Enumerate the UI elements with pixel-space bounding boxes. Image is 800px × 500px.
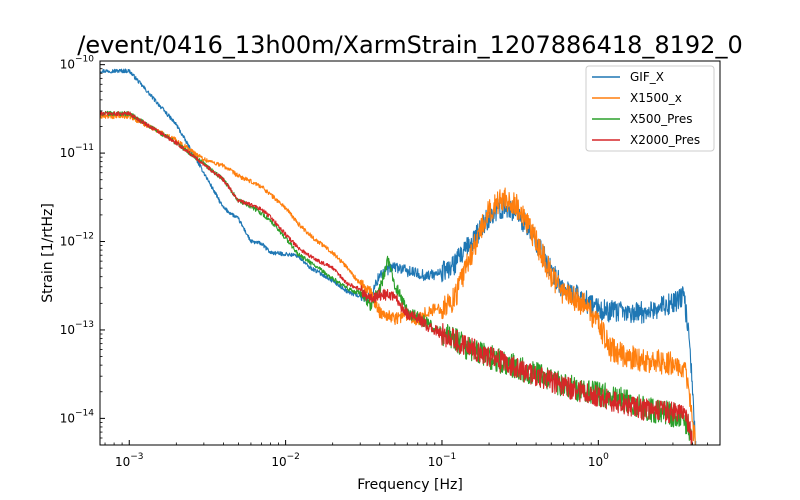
legend-label: X2000_Pres (630, 133, 700, 147)
series-line-x1500-x (100, 113, 696, 445)
x-tick-label: 10−2 (271, 452, 300, 469)
x-tick-label: 10−1 (428, 452, 457, 469)
series-line-x2000-pres (100, 111, 693, 445)
legend-label: X1500_x (630, 91, 682, 105)
plot-frame (99, 60, 721, 446)
legend-label: X500_Pres (630, 112, 692, 126)
legend: GIF_X X1500_x X500_Pres X2000_Pres (585, 65, 715, 152)
y-tick-label: 10−11 (60, 143, 94, 160)
chart-title: /event/0416_13h00m/XarmStrain_1207886418… (77, 31, 742, 59)
y-axis-label: Strain [1/rtHz] (40, 203, 56, 303)
x-tick-label: 10−3 (115, 452, 144, 469)
series-line-x500-pres (100, 110, 693, 445)
x-tick-label: 100 (588, 452, 609, 469)
y-tick-label: 10−12 (60, 232, 94, 249)
series-line-gif-x (100, 68, 697, 445)
y-axis-ticks: 10−14 10−13 10−12 10−11 10−10 (60, 55, 105, 446)
series-layer (100, 68, 697, 445)
y-tick-label: 10−10 (60, 55, 95, 72)
legend-label: GIF_X (630, 70, 664, 84)
legend-box (585, 65, 715, 152)
x-axis-ticks: 10−3 10−2 10−1 100 (104, 440, 709, 469)
x-axis-label: Frequency [Hz] (357, 477, 463, 493)
y-tick-label: 10−14 (60, 408, 95, 425)
y-tick-label: 10−13 (60, 320, 94, 337)
